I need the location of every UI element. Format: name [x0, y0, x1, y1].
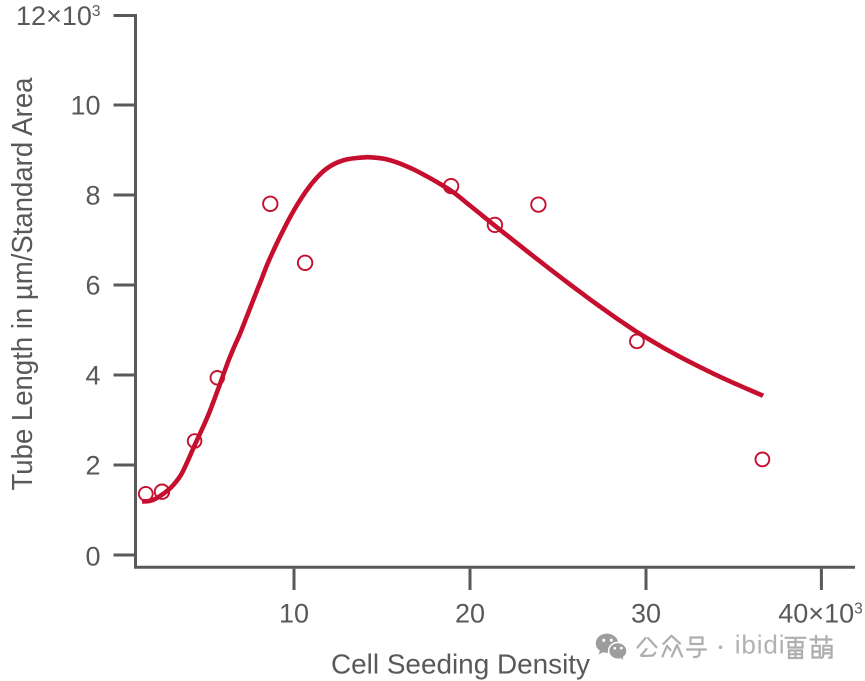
svg-text:10: 10	[279, 599, 309, 629]
svg-text:6: 6	[85, 271, 100, 301]
svg-text:20: 20	[455, 599, 485, 629]
svg-text:0: 0	[85, 542, 100, 572]
svg-text:Cell Seeding Density: Cell Seeding Density	[331, 649, 590, 680]
svg-text:Tube Length in µm/Standard Are: Tube Length in µm/Standard Area	[7, 77, 39, 491]
svg-text:40×103: 40×103	[778, 599, 862, 629]
svg-text:8: 8	[85, 181, 100, 211]
svg-text:ibidi: ibidi	[735, 630, 786, 660]
svg-text:2: 2	[85, 451, 100, 481]
svg-text:10: 10	[70, 91, 100, 121]
svg-text:30: 30	[631, 599, 661, 629]
svg-text:4: 4	[85, 361, 100, 391]
svg-text:12×103: 12×103	[16, 1, 100, 31]
